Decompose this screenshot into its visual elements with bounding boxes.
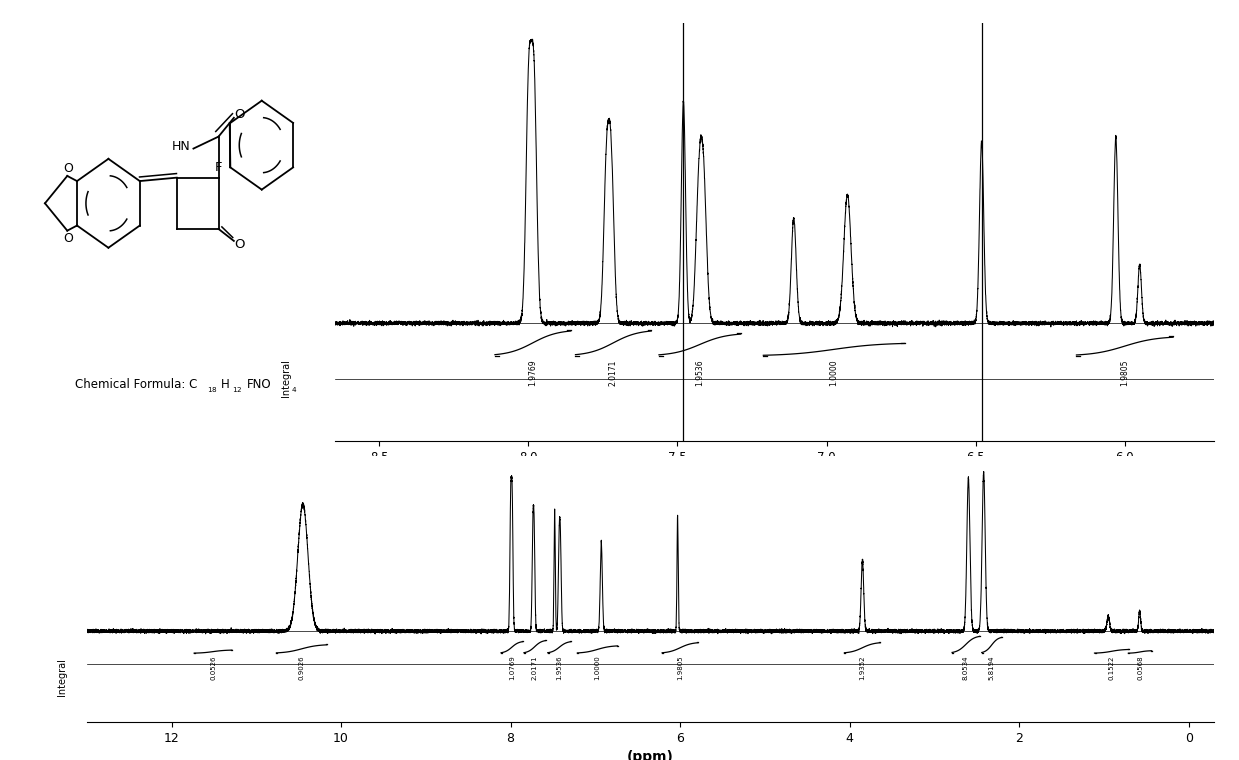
- Text: Integral: Integral: [57, 658, 67, 695]
- Text: 1.0769: 1.0769: [509, 655, 515, 680]
- Text: 0.9026: 0.9026: [299, 655, 305, 680]
- Text: $_{4}$: $_{4}$: [291, 385, 297, 394]
- Text: O: O: [234, 108, 245, 121]
- Text: 0.0526: 0.0526: [211, 655, 216, 680]
- Text: 2.0171: 2.0171: [608, 359, 618, 385]
- Text: HN: HN: [171, 141, 191, 154]
- Text: 1.0000: 1.0000: [595, 655, 601, 680]
- Text: 1.9769: 1.9769: [528, 359, 538, 386]
- Text: 0.0568: 0.0568: [1137, 655, 1144, 680]
- Text: O: O: [63, 232, 73, 245]
- X-axis label: (ppm): (ppm): [756, 469, 793, 482]
- Text: O: O: [234, 238, 245, 251]
- Text: 1.9536: 1.9536: [556, 655, 563, 680]
- Text: 1.9536: 1.9536: [695, 359, 704, 386]
- Text: H: H: [222, 378, 230, 391]
- Text: FNO: FNO: [247, 378, 271, 391]
- Text: F: F: [214, 161, 222, 174]
- Text: 1.9805: 1.9805: [1120, 359, 1129, 385]
- Text: 1.0000: 1.0000: [830, 359, 839, 386]
- Text: $_{12}$: $_{12}$: [233, 385, 243, 394]
- Text: 5.8194: 5.8194: [989, 655, 995, 680]
- Text: Chemical Formula: C: Chemical Formula: C: [76, 378, 197, 391]
- Text: 1.9352: 1.9352: [860, 655, 865, 680]
- Text: 0.1522: 0.1522: [1109, 655, 1115, 680]
- Text: 1.9805: 1.9805: [678, 655, 683, 680]
- X-axis label: (ppm): (ppm): [627, 750, 674, 760]
- Text: 8.0534: 8.0534: [963, 655, 969, 680]
- Text: 2.0171: 2.0171: [532, 655, 538, 680]
- Text: $_{18}$: $_{18}$: [207, 385, 218, 394]
- Text: Integral: Integral: [281, 359, 291, 397]
- Text: O: O: [63, 162, 73, 175]
